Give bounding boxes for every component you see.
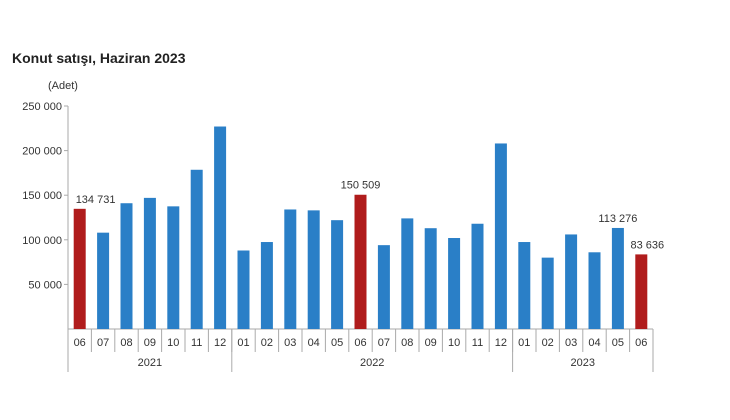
bar bbox=[260, 242, 273, 329]
bar bbox=[518, 242, 531, 329]
bar bbox=[214, 126, 227, 330]
bar bbox=[588, 252, 601, 329]
y-axis-unit: (Adet) bbox=[48, 80, 78, 92]
x-tick-label: 05 bbox=[331, 337, 343, 349]
x-tick-label: 10 bbox=[167, 337, 179, 349]
x-tick-label: 04 bbox=[308, 337, 320, 349]
y-tick-label: 50 000 bbox=[28, 279, 62, 291]
bar bbox=[377, 245, 390, 329]
x-tick-label: 02 bbox=[261, 337, 273, 349]
bar bbox=[541, 257, 554, 329]
year-label: 2022 bbox=[360, 357, 384, 369]
bar bbox=[494, 143, 507, 329]
y-tick-label: 150 000 bbox=[22, 190, 62, 202]
data-label: 134 731 bbox=[76, 194, 116, 206]
bar bbox=[448, 238, 461, 329]
bar bbox=[611, 227, 624, 329]
x-tick-label: 11 bbox=[191, 337, 202, 349]
data-label: 150 509 bbox=[341, 180, 381, 192]
bar bbox=[284, 209, 297, 329]
bar bbox=[401, 218, 414, 329]
bar bbox=[424, 228, 437, 329]
bar bbox=[331, 220, 344, 329]
chart-title: Konut satışı, Haziran 2023 bbox=[12, 50, 186, 66]
y-tick-label: 100 000 bbox=[22, 235, 62, 247]
year-label: 2021 bbox=[138, 357, 162, 369]
x-tick-label: 01 bbox=[518, 337, 530, 349]
y-tick-label: 250 000 bbox=[22, 101, 62, 113]
bar bbox=[307, 210, 320, 329]
x-tick-label: 01 bbox=[237, 337, 249, 349]
bar bbox=[635, 254, 648, 329]
x-tick-label: 11 bbox=[472, 337, 483, 349]
bar bbox=[97, 232, 110, 329]
x-tick-label: 09 bbox=[425, 337, 437, 349]
bar bbox=[120, 203, 133, 329]
x-tick-label: 12 bbox=[214, 337, 226, 349]
x-tick-label: 04 bbox=[588, 337, 600, 349]
x-tick-label: 03 bbox=[565, 337, 577, 349]
x-tick-label: 07 bbox=[378, 337, 390, 349]
x-tick-label: 09 bbox=[144, 337, 156, 349]
bar bbox=[354, 194, 367, 329]
bar bbox=[565, 234, 578, 329]
bar bbox=[471, 223, 484, 329]
x-tick-label: 08 bbox=[120, 337, 132, 349]
data-label: 113 276 bbox=[598, 213, 637, 225]
bar bbox=[73, 208, 86, 329]
bar bbox=[143, 197, 156, 329]
y-tick-label: 200 000 bbox=[22, 146, 62, 158]
x-tick-label: 10 bbox=[448, 337, 460, 349]
x-tick-label: 06 bbox=[354, 337, 366, 349]
x-tick-label: 06 bbox=[74, 337, 86, 349]
bar bbox=[190, 169, 203, 329]
x-tick-label: 07 bbox=[97, 337, 109, 349]
bar bbox=[167, 206, 180, 329]
bar bbox=[237, 250, 250, 329]
x-tick-label: 12 bbox=[495, 337, 507, 349]
x-tick-label: 08 bbox=[401, 337, 413, 349]
x-tick-label: 05 bbox=[612, 337, 624, 349]
year-label: 2023 bbox=[571, 357, 595, 369]
x-tick-label: 02 bbox=[542, 337, 554, 349]
data-label: 83 636 bbox=[630, 239, 664, 251]
x-tick-label: 03 bbox=[284, 337, 296, 349]
x-tick-label: 06 bbox=[635, 337, 647, 349]
